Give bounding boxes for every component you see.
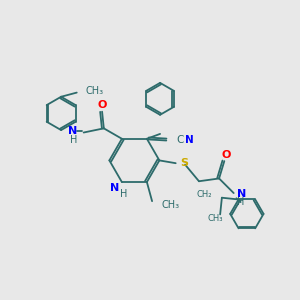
Text: O: O bbox=[98, 100, 107, 110]
Text: CH₃: CH₃ bbox=[207, 214, 223, 223]
Text: C: C bbox=[177, 135, 184, 145]
Text: H: H bbox=[120, 189, 128, 199]
Text: N: N bbox=[110, 183, 119, 193]
Text: H: H bbox=[70, 135, 77, 145]
Text: N: N bbox=[185, 135, 194, 145]
Text: CH₃: CH₃ bbox=[85, 86, 103, 96]
Text: CH₃: CH₃ bbox=[161, 200, 180, 210]
Text: H: H bbox=[237, 197, 244, 207]
Text: O: O bbox=[221, 150, 230, 160]
Text: N: N bbox=[237, 189, 246, 200]
Text: N: N bbox=[68, 126, 77, 136]
Text: S: S bbox=[180, 158, 188, 167]
Text: CH₂: CH₂ bbox=[197, 190, 212, 200]
